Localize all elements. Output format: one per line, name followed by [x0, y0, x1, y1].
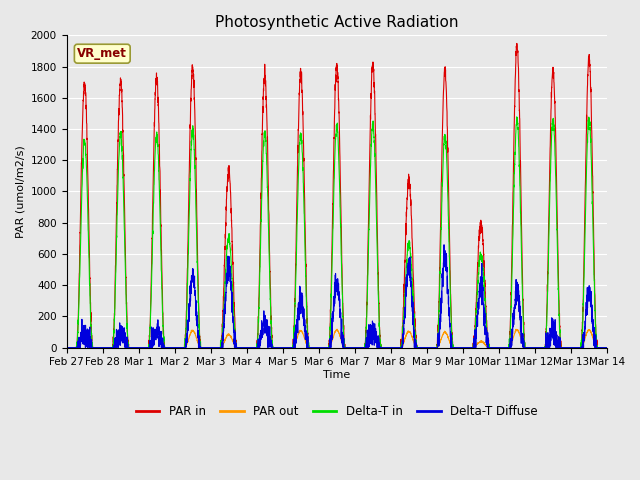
PAR in [488, 345, 496, 350]
Delta-T in [603, 345, 611, 350]
Delta-T in [63, 345, 70, 350]
Delta-T Diffuse [428, 345, 436, 350]
Delta-T in [458, 345, 465, 350]
X-axis label: Time: Time [323, 370, 350, 380]
PAR in [513, 41, 521, 47]
PAR out [317, 345, 324, 350]
Text: VR_met: VR_met [77, 47, 127, 60]
PAR out [63, 345, 70, 350]
Delta-T in [160, 338, 168, 344]
PAR in [63, 345, 70, 350]
Delta-T in [602, 345, 610, 350]
PAR out [458, 345, 466, 350]
PAR out [602, 345, 610, 350]
PAR in [317, 345, 324, 350]
PAR in [458, 345, 465, 350]
Y-axis label: PAR (umol/m2/s): PAR (umol/m2/s) [15, 145, 25, 238]
Delta-T in [317, 345, 324, 350]
PAR in [160, 332, 168, 337]
PAR out [428, 345, 436, 350]
PAR out [603, 345, 611, 350]
PAR out [488, 345, 496, 350]
Delta-T Diffuse [458, 345, 466, 350]
Delta-T in [488, 345, 496, 350]
Line: PAR in: PAR in [67, 44, 607, 348]
Delta-T Diffuse [440, 242, 448, 248]
PAR in [603, 345, 611, 350]
Delta-T in [428, 345, 436, 350]
PAR in [602, 345, 610, 350]
Line: Delta-T in: Delta-T in [67, 117, 607, 348]
Delta-T Diffuse [317, 345, 324, 350]
Legend: PAR in, PAR out, Delta-T in, Delta-T Diffuse: PAR in, PAR out, Delta-T in, Delta-T Dif… [131, 400, 542, 423]
Delta-T Diffuse [602, 345, 610, 350]
PAR out [160, 344, 168, 349]
Delta-T Diffuse [160, 345, 168, 350]
Delta-T Diffuse [488, 345, 496, 350]
Delta-T Diffuse [603, 345, 611, 350]
PAR out [116, 325, 124, 331]
Line: PAR out: PAR out [67, 328, 607, 348]
Delta-T Diffuse [63, 345, 70, 350]
Line: Delta-T Diffuse: Delta-T Diffuse [67, 245, 607, 348]
Delta-T in [513, 114, 520, 120]
Title: Photosynthetic Active Radiation: Photosynthetic Active Radiation [215, 15, 458, 30]
PAR in [428, 345, 436, 350]
